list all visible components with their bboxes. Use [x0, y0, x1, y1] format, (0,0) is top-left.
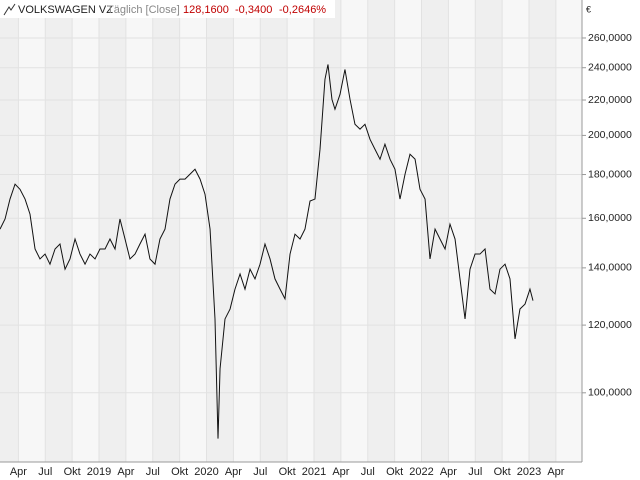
x-tick-label: Jul — [468, 466, 482, 478]
y-tick-label: 160,0000 — [588, 212, 632, 224]
x-tick-label: Apr — [547, 466, 564, 478]
x-tick-label: Okt — [171, 466, 188, 478]
band — [502, 0, 530, 462]
x-tick-label: Okt — [64, 466, 81, 478]
x-tick-label: Jul — [361, 466, 375, 478]
header-bg — [0, 0, 335, 18]
x-tick-label: Apr — [332, 466, 349, 478]
y-tick-label: 120,0000 — [588, 319, 632, 331]
x-tick-label: Apr — [117, 466, 134, 478]
x-tick-label: 2021 — [302, 466, 326, 478]
x-tick-label: Jul — [253, 466, 267, 478]
x-tick-label: Jul — [38, 466, 52, 478]
band — [367, 0, 395, 462]
band — [475, 0, 503, 462]
header-name: VOLKSWAGEN VZ — [18, 4, 113, 16]
y-tick-label: 260,0000 — [588, 32, 632, 44]
y-tick-label: 180,0000 — [588, 168, 632, 180]
y-tick-label: 100,0000 — [588, 387, 632, 399]
band — [314, 0, 341, 462]
x-tick-label: Apr — [440, 466, 457, 478]
bands — [0, 0, 582, 462]
x-tick-label: Apr — [225, 466, 242, 478]
header-last: 128,1600 — [183, 4, 229, 16]
y-tick-label: 200,0000 — [588, 129, 632, 141]
band — [125, 0, 153, 462]
band — [287, 0, 315, 462]
y-tick-label: 240,0000 — [588, 61, 632, 73]
y-tick-label: 140,0000 — [588, 262, 632, 274]
x-tick-label: Okt — [279, 466, 296, 478]
band — [448, 0, 476, 462]
band — [179, 0, 207, 462]
price-line — [0, 64, 534, 439]
band — [72, 0, 100, 462]
x-tick-label: Okt — [494, 466, 511, 478]
band — [260, 0, 288, 462]
x-tick-label: 2019 — [87, 466, 111, 478]
header-change: -0,3400 — [235, 4, 272, 16]
plot — [0, 64, 534, 439]
header-mode: Täglich [Close] — [107, 4, 180, 16]
x-tick-label: Okt — [386, 466, 403, 478]
band — [394, 0, 422, 462]
band — [99, 0, 126, 462]
x-tick-label: 2020 — [194, 466, 218, 478]
x-tick-label: 2023 — [517, 466, 541, 478]
header-change-pct: -0,2646% — [279, 4, 326, 16]
band — [555, 0, 582, 462]
band — [152, 0, 180, 462]
x-tick-label: Apr — [10, 466, 27, 478]
band — [233, 0, 261, 462]
x-tick-label: 2022 — [409, 466, 433, 478]
band — [0, 0, 19, 462]
icon — [3, 3, 16, 16]
band — [18, 0, 46, 462]
band — [529, 0, 556, 462]
x-tick-label: Jul — [146, 466, 160, 478]
band — [45, 0, 73, 462]
currency: € — [586, 4, 591, 14]
band — [340, 0, 368, 462]
y-tick-label: 220,0000 — [588, 94, 632, 106]
